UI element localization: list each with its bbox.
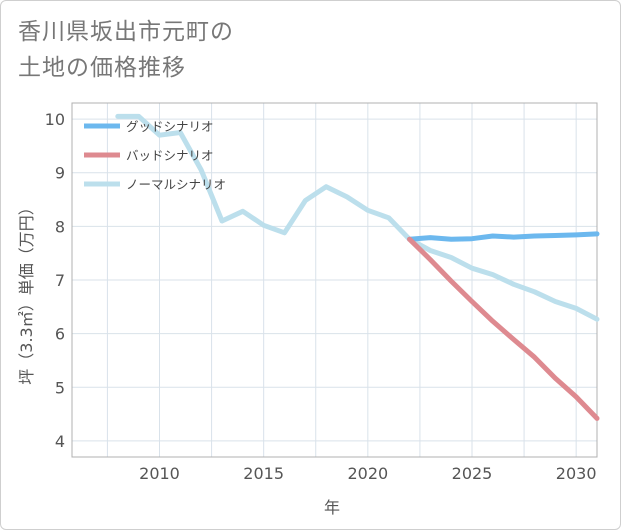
y-tick-label: 5 — [55, 378, 65, 397]
x-tick-label: 2020 — [347, 464, 388, 483]
legend-label: グッドシナリオ — [126, 119, 214, 134]
series-line-0 — [410, 234, 598, 239]
y-tick-label: 9 — [55, 164, 65, 183]
x-tick-label: 2025 — [452, 464, 493, 483]
line-chart: 4 5 6 7 8 9 10 2010 2015 2020 2025 2030 グッドシナリオバッド… — [0, 0, 621, 530]
x-tick-label: 2010 — [139, 464, 180, 483]
x-tick-label: 2030 — [556, 464, 597, 483]
legend-label: ノーマルシナリオ — [126, 177, 226, 192]
series-line-2 — [118, 116, 597, 319]
y-tick-label: 10 — [45, 110, 65, 129]
y-axis-label: 坪（3.3㎡）単価（万円） — [17, 199, 36, 384]
y-tick-label: 6 — [55, 325, 65, 344]
legend-label: バッドシナリオ — [126, 148, 214, 163]
y-tick-labels: 4 5 6 7 8 9 10 — [45, 110, 65, 451]
x-tick-label: 2015 — [243, 464, 284, 483]
x-axis-label: 年 — [324, 498, 340, 517]
y-tick-label: 4 — [55, 432, 65, 451]
y-tick-label: 7 — [55, 271, 65, 290]
x-tick-labels: 2010 2015 2020 2025 2030 — [139, 464, 596, 483]
series-line-1 — [410, 239, 598, 418]
y-tick-label: 8 — [55, 217, 65, 236]
